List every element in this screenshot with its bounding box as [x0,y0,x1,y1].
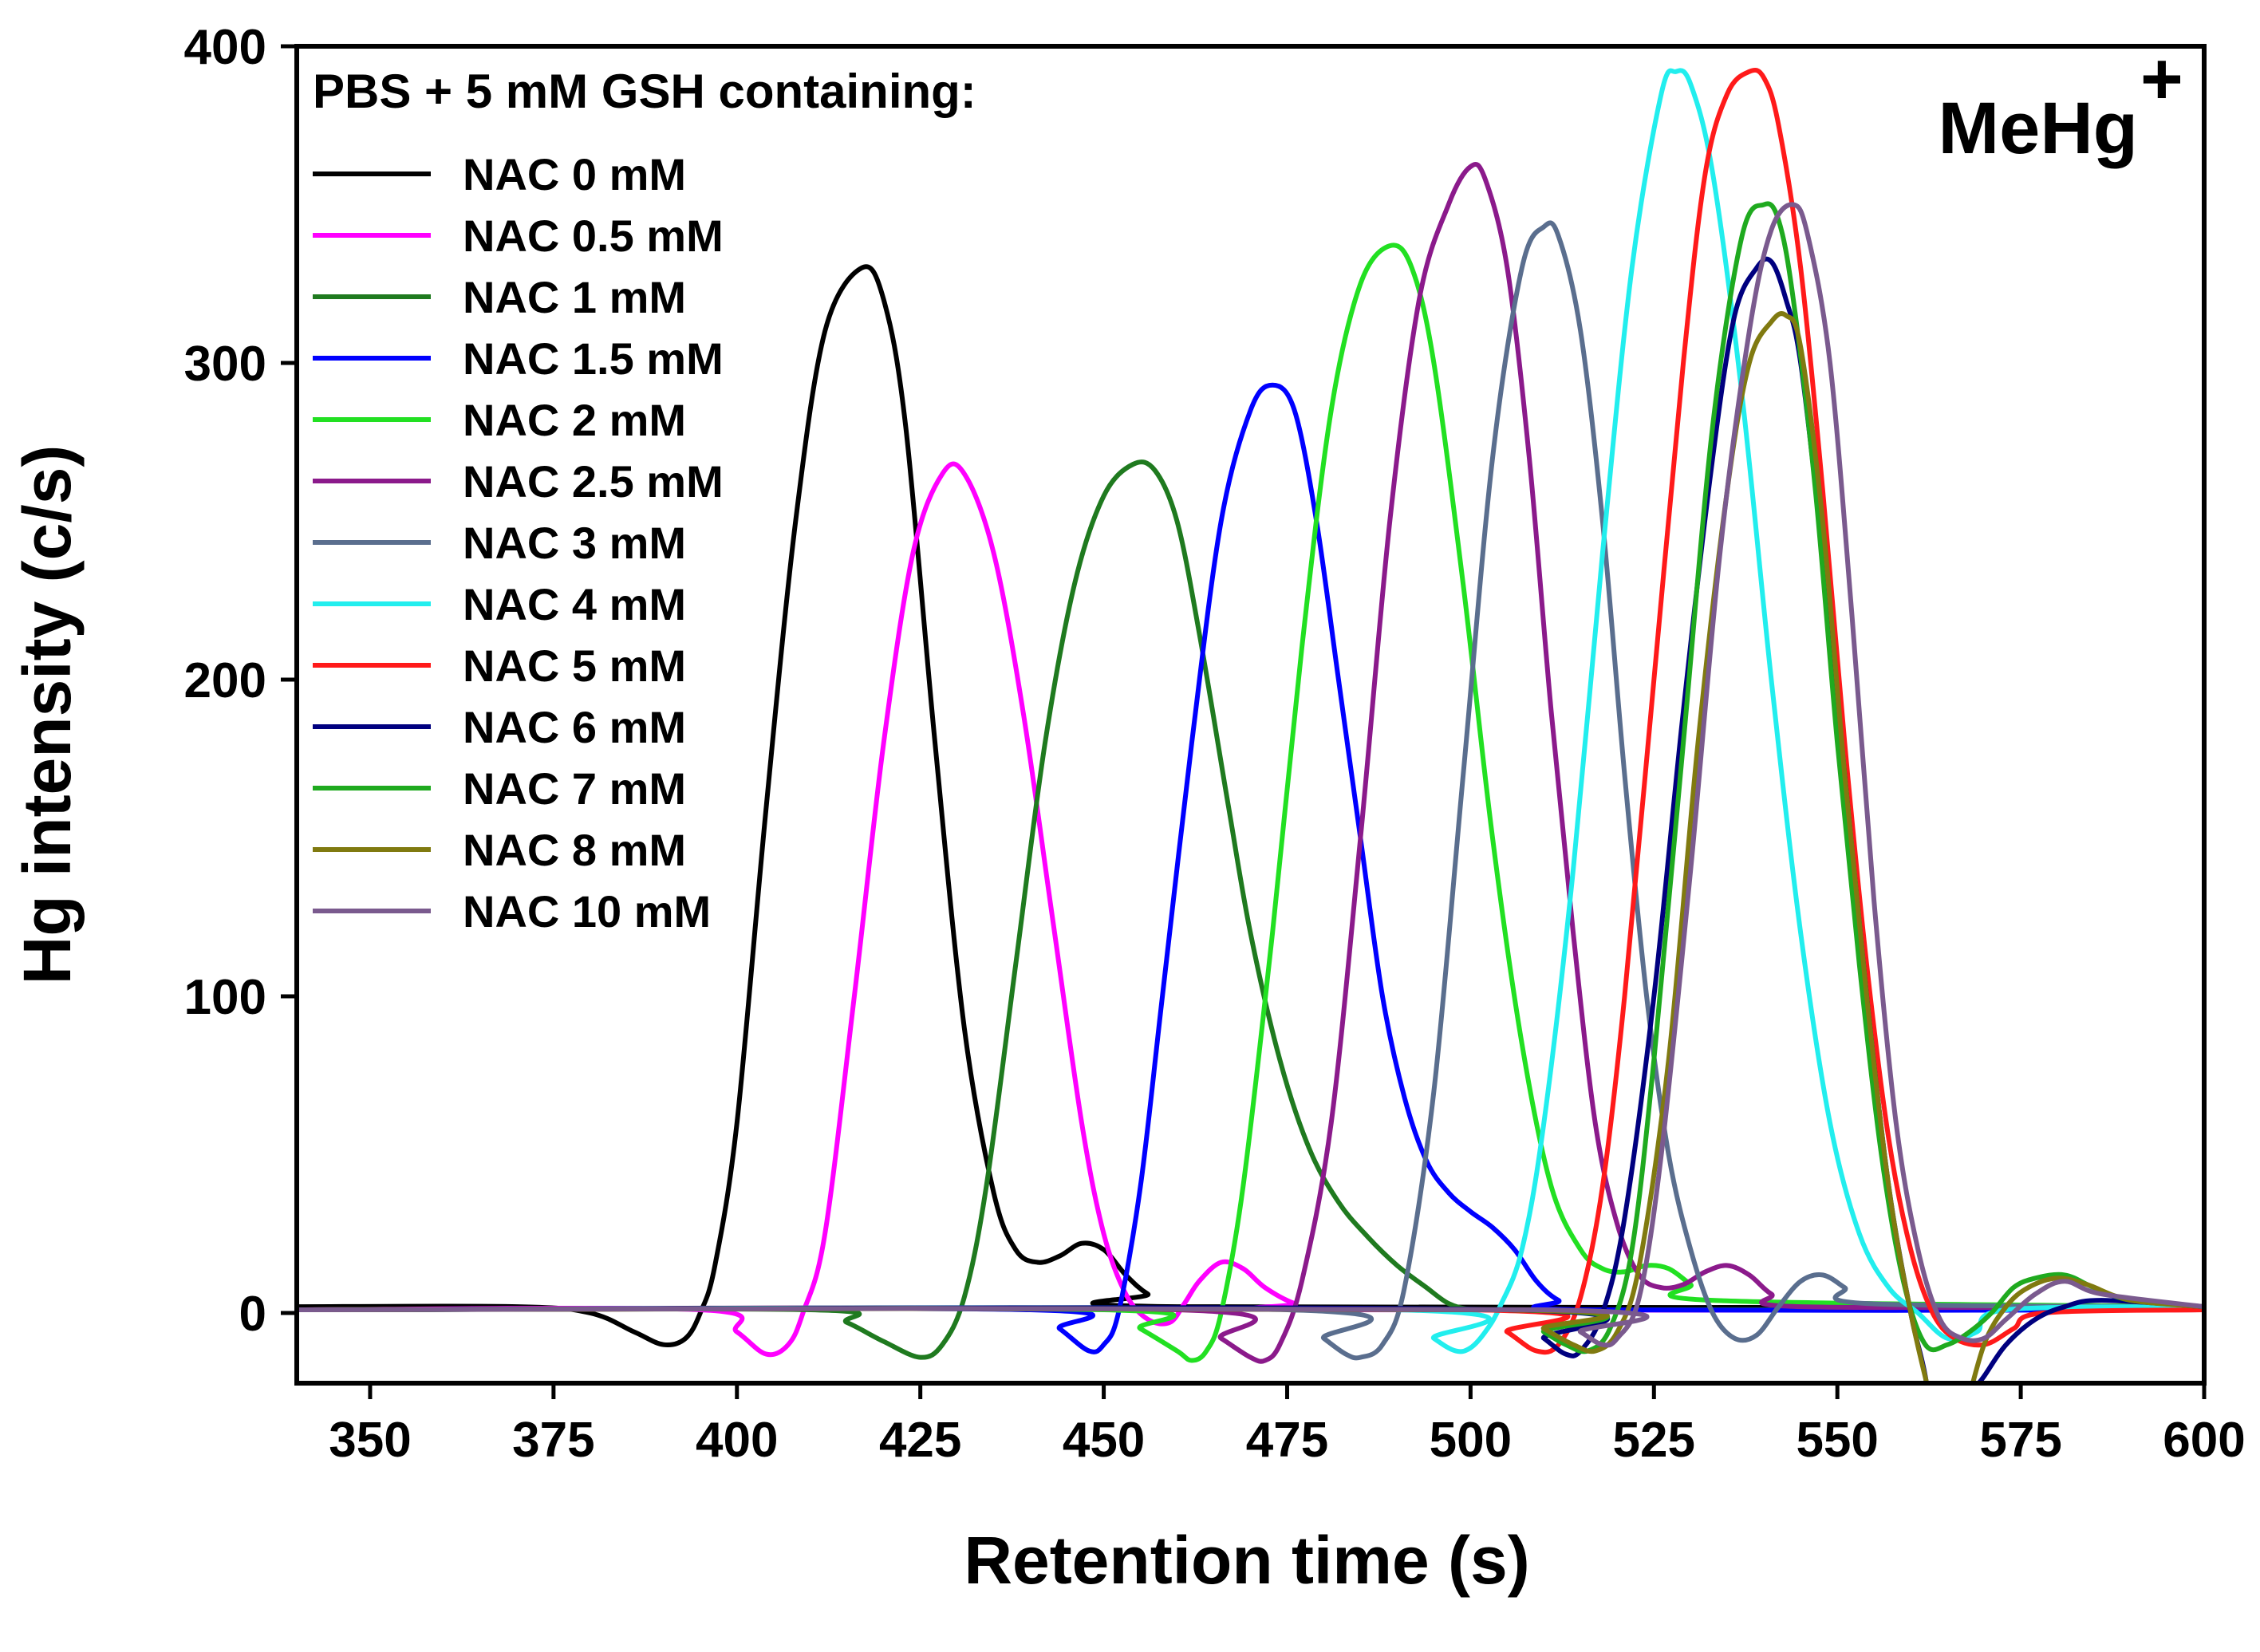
x-tick-label: 525 [1613,1413,1695,1468]
x-tick-label: 400 [696,1413,778,1468]
series-line-nac-4-mm [297,68,2204,1354]
x-tick-label: 375 [512,1413,594,1468]
plot-area-frame [294,44,2207,1386]
x-tick-label: 550 [1796,1413,1878,1468]
x-tick-label: 475 [1246,1413,1328,1468]
legend-label-nac-6-mm: NAC 6 mM [463,702,686,752]
annotation-text: MeHg [1939,88,2138,169]
legend-label-nac-1-mm: NAC 1 mM [463,272,686,322]
series-line-nac-0-mm [297,264,2204,1348]
x-tick-label: 350 [329,1413,411,1468]
series-layer [297,67,2204,1383]
annotation-superscript: + [2140,38,2183,120]
series-line-nac-2-mm [297,242,2204,1363]
legend-label-nac-0-5-mm: NAC 0.5 mM [463,211,724,261]
series-line-nac-0-5-mm [297,461,2204,1358]
series-line-nac-2-5-mm [297,162,2204,1364]
legend-title: PBS + 5 mM GSH containing: [313,65,976,118]
series-line-nac-1-mm [297,459,2204,1360]
legend-label-nac-4-mm: NAC 4 mM [463,579,686,629]
legend-label-nac-2-5-mm: NAC 2.5 mM [463,456,724,507]
y-tick-label: 400 [184,20,266,75]
series-line-nac-3-mm [297,220,2204,1361]
chart-annotation: MeHg [1939,88,2138,169]
legend-label-nac-7-mm: NAC 7 mM [463,763,686,814]
series-line-nac-5-mm [297,67,2204,1355]
series-line-nac-1-5-mm [297,382,2204,1354]
legend-label-nac-0-mm: NAC 0 mM [463,149,686,199]
x-tick-label: 575 [1979,1413,2061,1468]
y-axis-title: Hg intensity (c/s) [10,445,85,985]
y-tick-label: 0 [239,1287,266,1342]
x-tick-label: 500 [1430,1413,1512,1468]
x-tick-label: 450 [1063,1413,1145,1468]
series-line-nac-6-mm [297,256,2204,1383]
y-tick-label: 300 [184,337,266,392]
legend-label-nac-2-mm: NAC 2 mM [463,395,686,445]
y-tick-label: 100 [184,970,266,1025]
legend-label-nac-10-mm: NAC 10 mM [463,886,711,936]
x-tick-label: 425 [879,1413,961,1468]
series-line-nac-10-mm [297,202,2204,1348]
x-tick-label: 600 [2163,1413,2245,1468]
legend-label-nac-5-mm: NAC 5 mM [463,641,686,691]
legend-label-nac-1-5-mm: NAC 1.5 mM [463,333,724,384]
series-line-nac-8-mm [297,311,2204,1383]
legend: NAC 0 mM NAC 0.5 mM NAC 1 mM NAC 1.5 mM NAC … [313,149,724,936]
axis-ticks: 350 375 400 425 450 475 500 525 550 575 600 0 100 200… [184,20,2246,1468]
y-tick-label: 200 [184,653,266,708]
legend-label-nac-3-mm: NAC 3 mM [463,518,686,568]
legend-label-nac-8-mm: NAC 8 mM [463,825,686,875]
x-axis-title: Retention time (s) [964,1523,1529,1598]
